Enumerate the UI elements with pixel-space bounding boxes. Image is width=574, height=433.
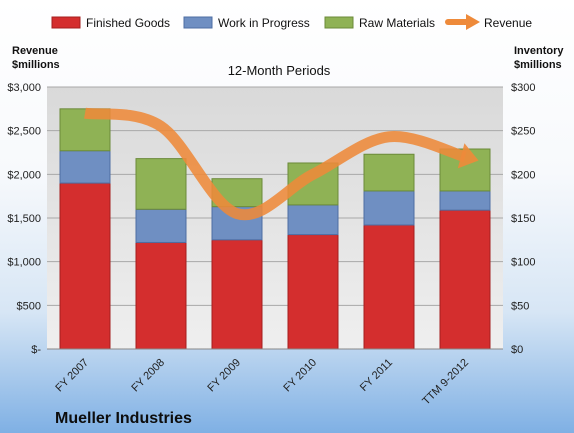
bar-finished-goods [135,241,187,350]
bar-work-in-progress [439,190,491,211]
left-axis-title-line2: $millions [12,59,60,71]
bar-work-in-progress [135,208,187,243]
left-tick-label: $500 [17,300,41,312]
legend-label-revenue: Revenue [484,16,532,30]
right-tick-label: $200 [511,169,535,181]
company-name: Mueller Industries [55,410,192,427]
revenue-line [84,107,479,221]
legend-swatch-work-in-progress [183,16,213,29]
bar-work-in-progress [363,190,415,226]
x-tick-label: FY 2010 [281,357,319,395]
left-tick-label: $- [31,344,41,356]
left-tick-label: $1,000 [7,257,41,269]
right-tick-label: $0 [511,344,523,356]
bar-raw-materials [363,153,415,192]
legend-swatch-finished-goods [51,16,81,29]
bar-finished-goods [363,224,415,350]
bars [59,108,491,350]
left-tick-label: $3,000 [7,82,41,94]
legend-label-raw-materials: Raw Materials [359,16,435,30]
right-tick-label: $300 [511,82,535,94]
left-axis-title-line1: Revenue [12,45,58,57]
bar-finished-goods [59,182,111,350]
bar-finished-goods [211,239,263,350]
gridlines [47,86,503,306]
x-tick-label: TTM 9-2012 [420,357,471,408]
x-tick-label: FY 2007 [53,357,91,395]
right-tick-label: $50 [511,300,529,312]
chart-title: 12-Month Periods [228,63,331,78]
legend-swatch-revenue-arrow [445,14,480,30]
left-tick-label: $1,500 [7,213,41,225]
bar-finished-goods [439,209,491,350]
x-tick-label: FY 2008 [129,357,167,395]
left-tick-label: $2,500 [7,126,41,138]
legend-label-finished-goods: Finished Goods [86,16,170,30]
right-tick-label: $100 [511,257,535,269]
right-tick-label: $250 [511,126,535,138]
revenue-arrowhead [457,143,479,169]
left-tick-label: $2,000 [7,169,41,181]
bar-work-in-progress [287,204,339,236]
right-tick-label: $150 [511,213,535,225]
bar-work-in-progress [59,150,111,184]
bar-raw-materials [135,158,187,210]
revenue-line-path [84,107,467,221]
legend-swatch-raw-materials [324,16,354,29]
bar-finished-goods [287,234,339,350]
legend: Finished Goods Work in Progress Raw Mate… [51,14,532,30]
right-axis-title-line2: $millions [514,59,562,71]
x-tick-label: FY 2011 [358,357,395,394]
x-tick-label: FY 2009 [205,357,243,395]
legend-label-work-in-progress: Work in Progress [218,16,310,30]
right-axis-title-line1: Inventory [514,45,564,57]
